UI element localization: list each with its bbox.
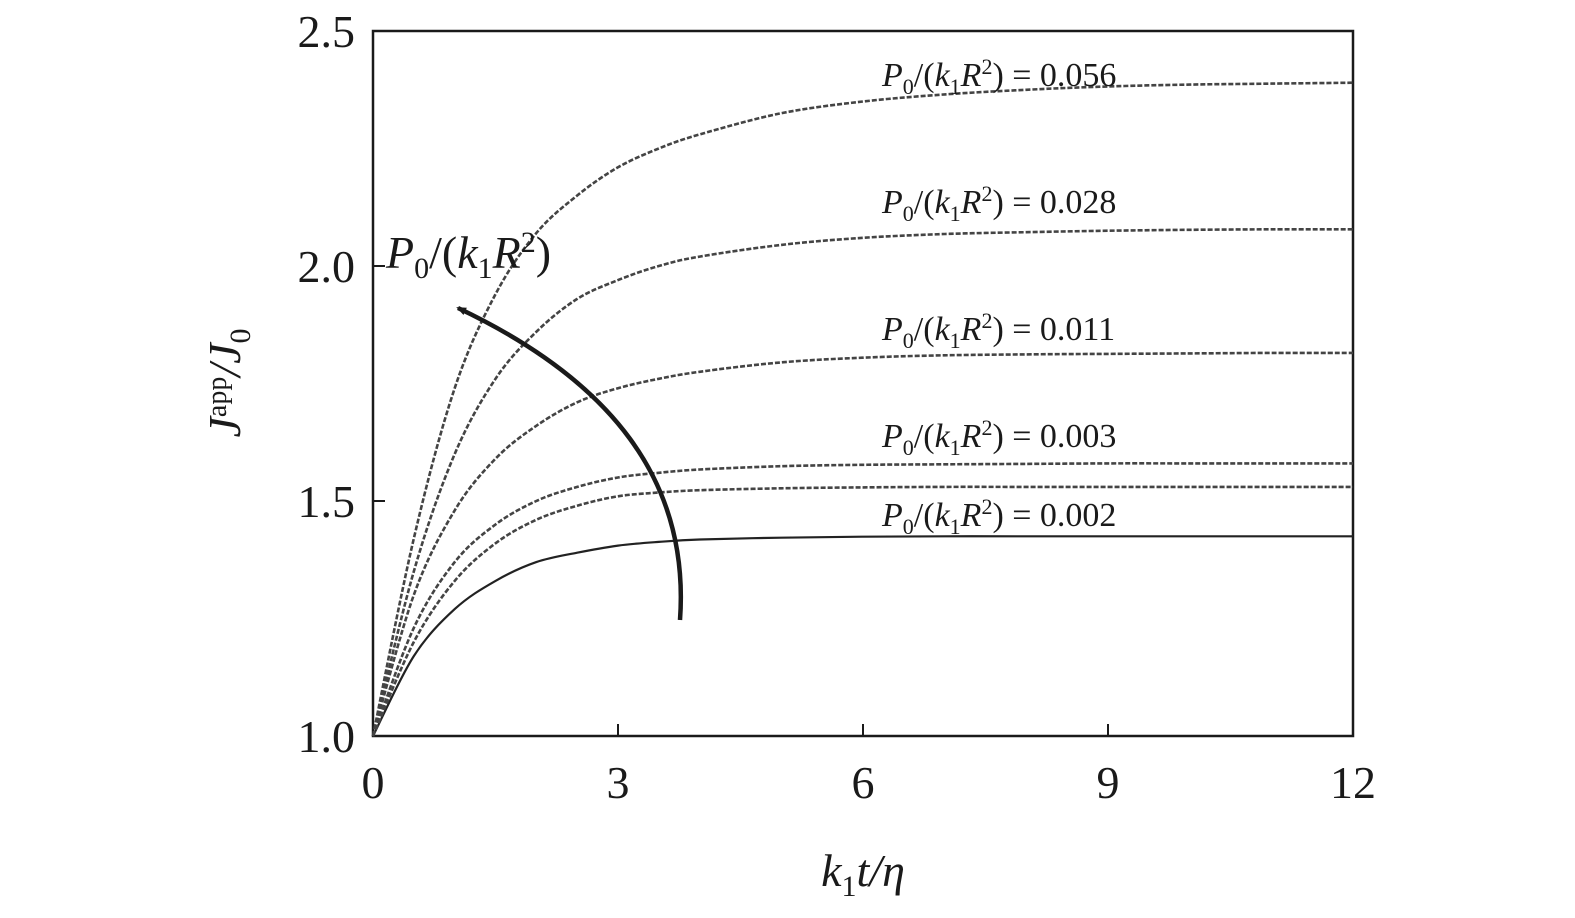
annotation-0002: P0/(k1R2) = 0.002	[881, 494, 1116, 539]
plot-frame	[371, 29, 1355, 738]
series-line-2	[371, 462, 1353, 737]
series-line-4	[371, 227, 1353, 737]
y-axis-label: Japp/J0	[199, 328, 257, 437]
y-tick-label: 2.5	[298, 6, 356, 57]
y-axis-ticks: 1.0 1.5 2.0 2.5	[298, 6, 385, 762]
increase-arrow	[456, 305, 684, 621]
x-axis-ticks: 0 3 6 9 12	[362, 724, 1376, 808]
annotation-0003: P0/(k1R2) = 0.003	[881, 415, 1116, 460]
x-tick-label: 3	[607, 757, 630, 808]
annotation-0028: P0/(k1R2) = 0.028	[881, 181, 1116, 226]
x-axis-label: k1t/η	[821, 845, 905, 903]
annotation-0056: P0/(k1R2) = 0.056	[881, 54, 1116, 99]
x-tick-label: 12	[1330, 757, 1376, 808]
y-tick-label: 1.5	[298, 476, 356, 527]
y-tick-label: 1.0	[298, 711, 356, 762]
y-tick-label: 2.0	[298, 241, 356, 292]
series-line-5	[371, 81, 1354, 737]
series-line-3	[371, 351, 1353, 737]
x-tick-label: 0	[362, 757, 385, 808]
series-line-1	[371, 485, 1353, 737]
arrow-label: P0/(k1R2)	[385, 226, 551, 285]
x-tick-label: 6	[852, 757, 875, 808]
series-layer	[371, 81, 1354, 737]
annotation-0011: P0/(k1R2) = 0.011	[881, 308, 1115, 353]
x-tick-label: 9	[1097, 757, 1120, 808]
curve-annotations: P0/(k1R2) = 0.056 P0/(k1R2) = 0.028 P0/(…	[881, 54, 1116, 539]
series-line-0	[372, 535, 1353, 737]
